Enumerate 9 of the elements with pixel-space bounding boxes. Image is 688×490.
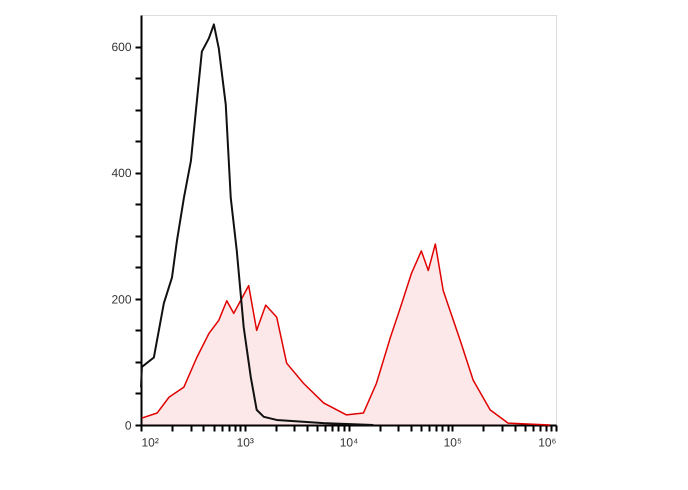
x-tick-label: 10³	[236, 436, 254, 450]
y-tick-label: 200	[111, 292, 132, 306]
x-tick-label: 10²	[142, 436, 159, 450]
y-tick-label: 600	[111, 40, 132, 54]
x-tick-label: 10⁴	[340, 436, 358, 450]
x-tick-label: 10⁶	[538, 436, 557, 450]
y-tick-label: 0	[124, 418, 132, 432]
y-tick-label: 400	[111, 166, 132, 180]
x-tick-label: 10⁵	[444, 436, 462, 450]
